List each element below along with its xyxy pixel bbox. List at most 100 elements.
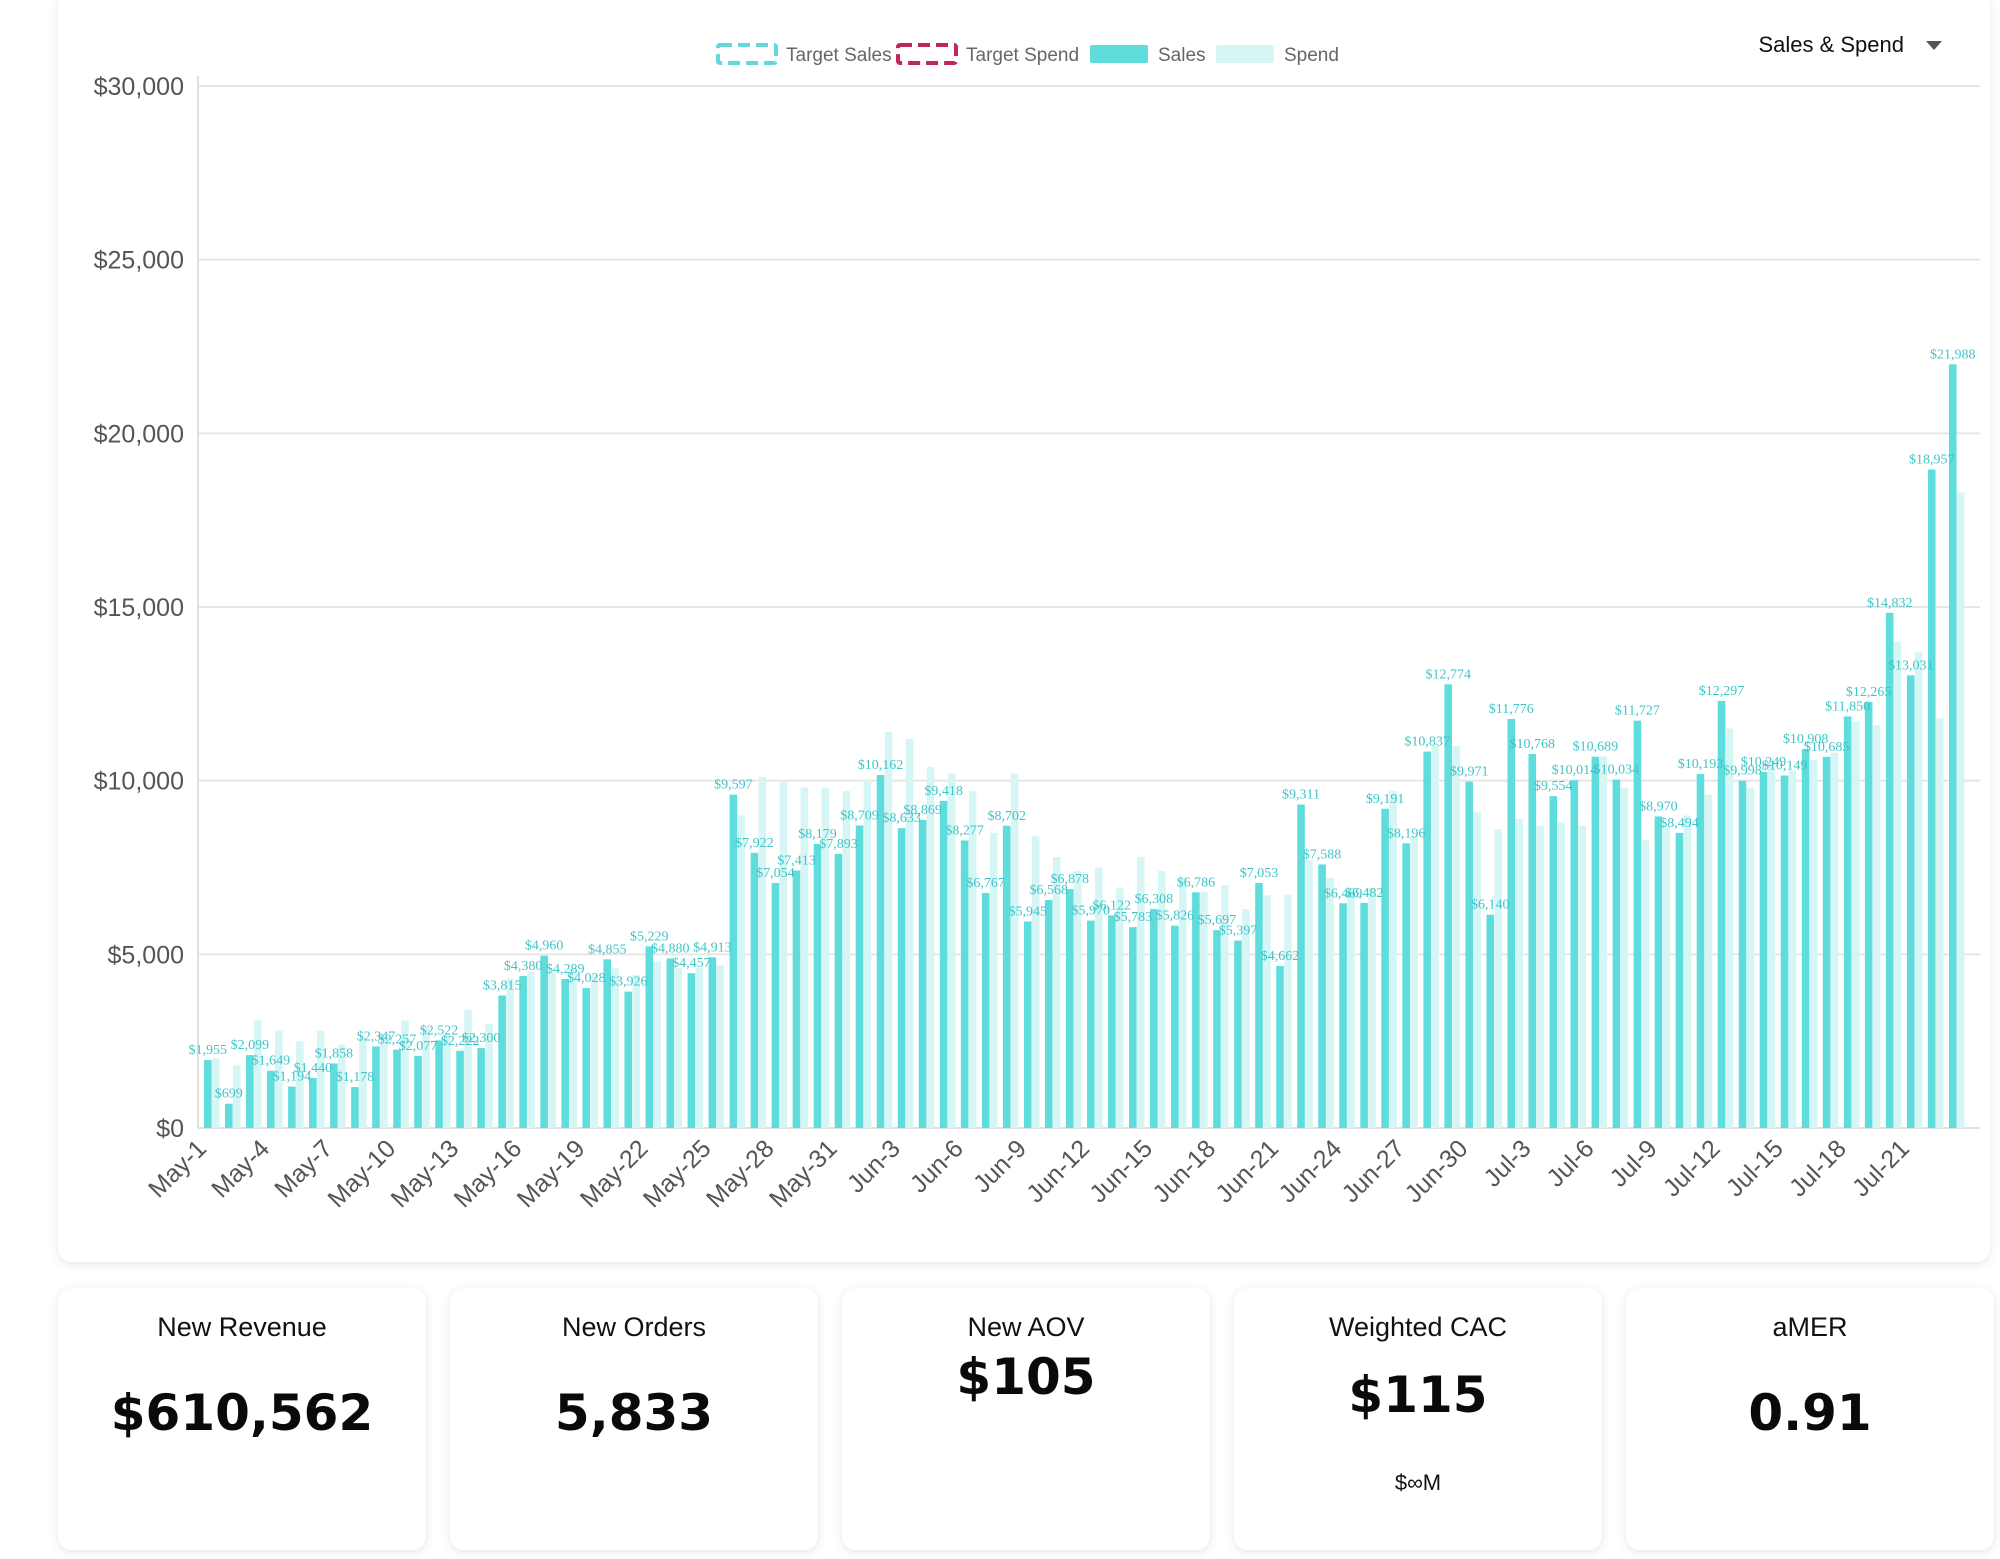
x-tick-label: Jul-3 — [1478, 1134, 1536, 1192]
spend-bar — [1179, 877, 1187, 1128]
sales-data-label: $10,014 — [1552, 763, 1598, 778]
sales-bar — [687, 973, 696, 1128]
spend-bar — [1242, 909, 1250, 1128]
sales-data-label: $5,783 — [1114, 910, 1153, 925]
sales-spend-chart: $0 $5,000 $10,000 $15,000 $20,000 $25,000 $30,… — [94, 43, 1980, 1213]
x-tick-label: Jun-18 — [1147, 1134, 1221, 1208]
legend-swatch-target-sales — [716, 43, 778, 65]
sales-data-label: $5,229 — [630, 929, 669, 944]
x-tick-label: Jun-3 — [842, 1134, 906, 1198]
sales-data-label: $14,832 — [1867, 596, 1913, 611]
spend-bar — [1578, 825, 1587, 1128]
legend-label: Target Spend — [966, 45, 1079, 66]
sales-bar — [1108, 915, 1116, 1128]
spend-bar — [1200, 891, 1208, 1128]
sales-bar — [1002, 825, 1011, 1128]
legend-swatch-target-spend — [896, 43, 958, 65]
sales-data-label: $8,869 — [903, 803, 942, 818]
sales-data-label: $4,855 — [588, 942, 627, 957]
spend-bar — [1788, 770, 1797, 1128]
sales-data-label: $8,970 — [1639, 799, 1678, 814]
kpi-card-new-revenue: New Revenue $610,562 — [58, 1288, 426, 1550]
sales-data-label: $11,776 — [1489, 702, 1534, 717]
spend-bar — [611, 968, 619, 1128]
sales-bar — [1696, 773, 1705, 1128]
sales-data-label: $12,265 — [1846, 685, 1892, 700]
chart-view-dropdown[interactable]: Sales & Spend — [1758, 32, 1942, 58]
sales-data-label: $10,908 — [1783, 732, 1829, 747]
sales-bar — [813, 843, 822, 1128]
sales-data-label: $4,913 — [693, 940, 732, 955]
kpi-subvalue: $∞M — [1394, 1470, 1442, 1495]
sales-data-label: $10,193 — [1678, 757, 1724, 772]
sales-bar — [1675, 832, 1684, 1128]
sales-bar — [1087, 920, 1095, 1128]
sales-data-label: $9,971 — [1450, 765, 1489, 780]
sales-data-label: $10,837 — [1404, 735, 1450, 750]
sales-bar — [1065, 889, 1074, 1128]
spend-bar — [1326, 877, 1334, 1128]
sales-data-label: $6,786 — [1177, 875, 1216, 890]
spend-bar — [1368, 888, 1376, 1128]
sales-data-label: $9,998 — [1723, 764, 1762, 779]
spend-bar — [1935, 718, 1944, 1128]
spend-bar — [485, 1023, 493, 1128]
sales-data-label: $10,034 — [1594, 762, 1640, 777]
spend-bar — [926, 766, 935, 1128]
sales-bar — [624, 991, 633, 1128]
spend-bar — [527, 971, 535, 1128]
sales-data-label: $5,945 — [1008, 905, 1047, 920]
sales-bar — [1801, 749, 1810, 1128]
x-tick-label: Jul-15 — [1721, 1134, 1789, 1202]
spend-bar — [422, 1027, 430, 1128]
spend-bar — [1305, 860, 1313, 1128]
sales-data-label: $1,440 — [294, 1061, 333, 1076]
sales-bar — [1549, 796, 1558, 1128]
spend-bar — [1662, 825, 1671, 1128]
sales-data-label: $4,960 — [525, 939, 564, 954]
spend-bar — [1809, 759, 1818, 1128]
sales-bar — [1507, 718, 1516, 1128]
sales-data-label: $11,727 — [1615, 704, 1660, 719]
spend-bar — [1683, 815, 1692, 1128]
spend-bar — [1136, 857, 1145, 1128]
sales-bar — [834, 853, 843, 1128]
spend-bar — [842, 791, 851, 1128]
spend-bar — [695, 968, 704, 1128]
spend-bar — [1263, 895, 1271, 1128]
spend-bar — [1221, 884, 1229, 1128]
sales-bar — [1213, 930, 1221, 1128]
sales-bar — [1822, 756, 1831, 1128]
sales-bar — [1612, 779, 1621, 1128]
legend-label: Target Sales — [786, 45, 892, 66]
sales-bar — [1654, 816, 1663, 1128]
sales-bar — [1843, 716, 1852, 1128]
sales-data-label: $7,588 — [1303, 847, 1342, 862]
sales-bar — [708, 957, 717, 1128]
sales-bar — [477, 1048, 485, 1128]
spend-bar — [1956, 492, 1965, 1128]
legend-swatch-spend — [1216, 45, 1274, 63]
sales-data-label: $1,955 — [189, 1043, 228, 1058]
sales-data-label: $2,522 — [420, 1023, 459, 1038]
sales-bar — [498, 995, 506, 1128]
spend-bar — [1031, 836, 1040, 1128]
spend-bar — [884, 732, 893, 1128]
spend-bar — [1893, 641, 1902, 1128]
spend-bar — [1641, 839, 1650, 1128]
y-tick-label: $20,000 — [94, 420, 184, 448]
sales-bar — [1339, 903, 1347, 1128]
sales-bar — [855, 825, 864, 1128]
kpi-label: New AOV — [967, 1312, 1085, 1342]
sales-bar — [1570, 780, 1579, 1128]
kpi-card-new-aov: New AOV $105 — [842, 1288, 1210, 1550]
sales-bar — [1717, 700, 1726, 1128]
sales-data-label: $7,413 — [777, 854, 816, 869]
sales-data-label: $6,482 — [1345, 886, 1384, 901]
spend-bar — [1872, 725, 1881, 1128]
spend-bar — [947, 773, 956, 1128]
sales-data-label: $8,633 — [882, 811, 921, 826]
x-tick-label: May-25 — [638, 1134, 717, 1213]
sales-bar — [309, 1077, 317, 1128]
spend-bar — [1073, 870, 1082, 1128]
